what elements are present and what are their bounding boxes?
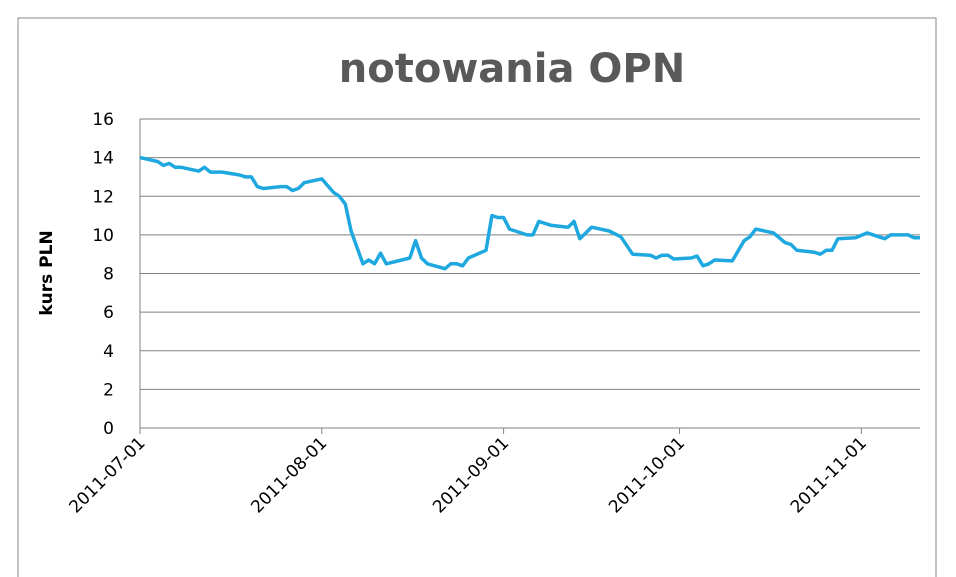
y-tick-label: 16 [92,110,114,130]
chart-frame [17,17,937,577]
price-line [139,155,920,271]
y-axis-label: kurs PLN [37,230,57,315]
y-tick-label: 2 [103,380,114,400]
y-tick-label: 12 [92,187,114,207]
y-tick-label: 14 [92,149,114,169]
y-tick-label: 6 [103,303,114,323]
y-tick-label: 10 [92,226,114,246]
y-tick-label: 8 [103,265,114,285]
y-tick-label: 4 [103,342,114,362]
chart-title: notowania OPN [339,46,685,92]
y-tick-label: 0 [103,419,114,439]
